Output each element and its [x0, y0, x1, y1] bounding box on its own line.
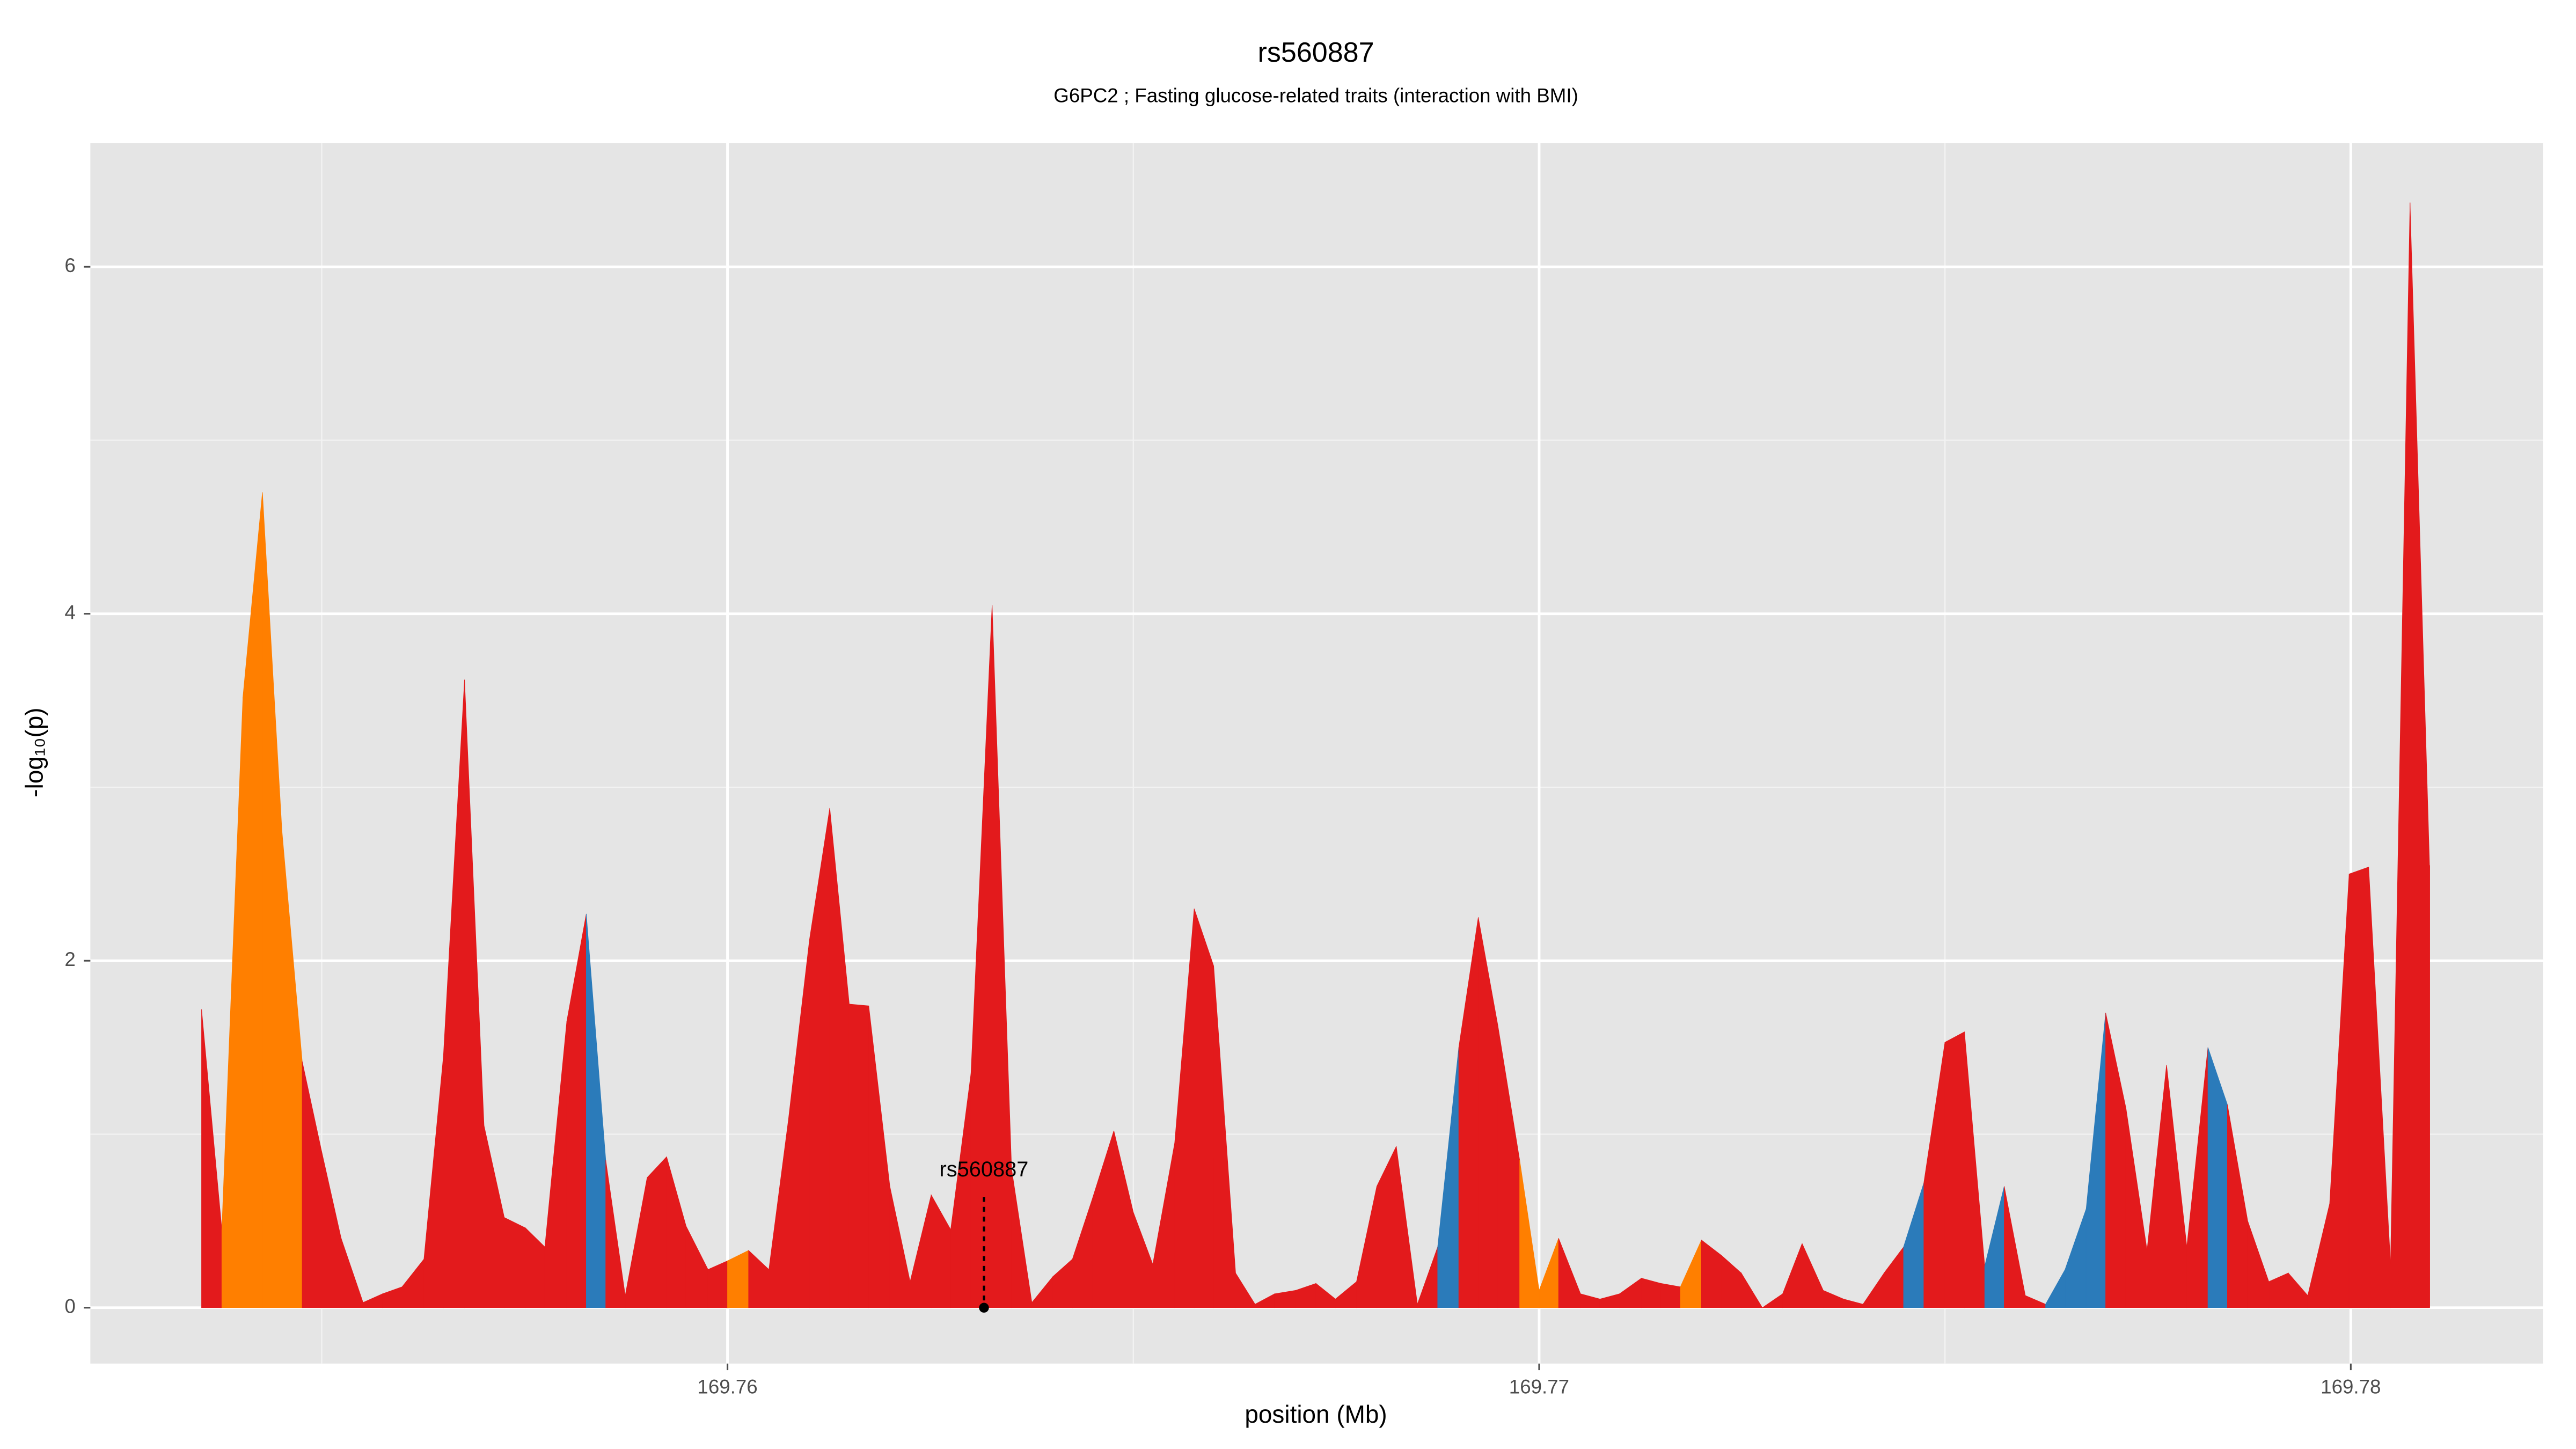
grid	[90, 143, 2543, 1364]
y-tick-label: 2	[64, 948, 75, 970]
annotation-label: rs560887	[940, 1158, 1029, 1181]
area-segment	[1741, 1272, 1763, 1308]
area-segment	[1944, 1031, 1965, 1308]
chart-title: rs560887	[1258, 37, 1374, 68]
y-tick-label: 6	[64, 254, 75, 276]
area-segment	[1194, 909, 1214, 1308]
x-axis-label: position (Mb)	[1245, 1400, 1387, 1428]
axes: 169.76 169.77 169.78 0 2 4 6	[64, 254, 2381, 1398]
area-segment	[1660, 1283, 1681, 1308]
y-tick-label: 4	[64, 601, 75, 623]
x-tick-label: 169.77	[1509, 1375, 1569, 1397]
y-tick-label: 0	[64, 1295, 75, 1317]
annotation-point	[979, 1302, 989, 1313]
area-segment	[647, 1156, 667, 1308]
area-segment	[1641, 1278, 1662, 1308]
y-axis-label: -log₁₀(p)	[20, 707, 48, 797]
x-tick-label: 169.78	[2321, 1375, 2381, 1397]
area-segment	[2348, 866, 2369, 1308]
area-segment	[848, 1004, 869, 1308]
x-tick-label: 169.76	[697, 1375, 757, 1397]
chart-subtitle: G6PC2 ; Fasting glucose-related traits (…	[1053, 84, 1578, 106]
plot-panel	[90, 143, 2543, 1364]
marks: rs560887	[201, 202, 2430, 1313]
area-segment	[504, 1217, 526, 1308]
area-segment	[727, 1250, 749, 1308]
